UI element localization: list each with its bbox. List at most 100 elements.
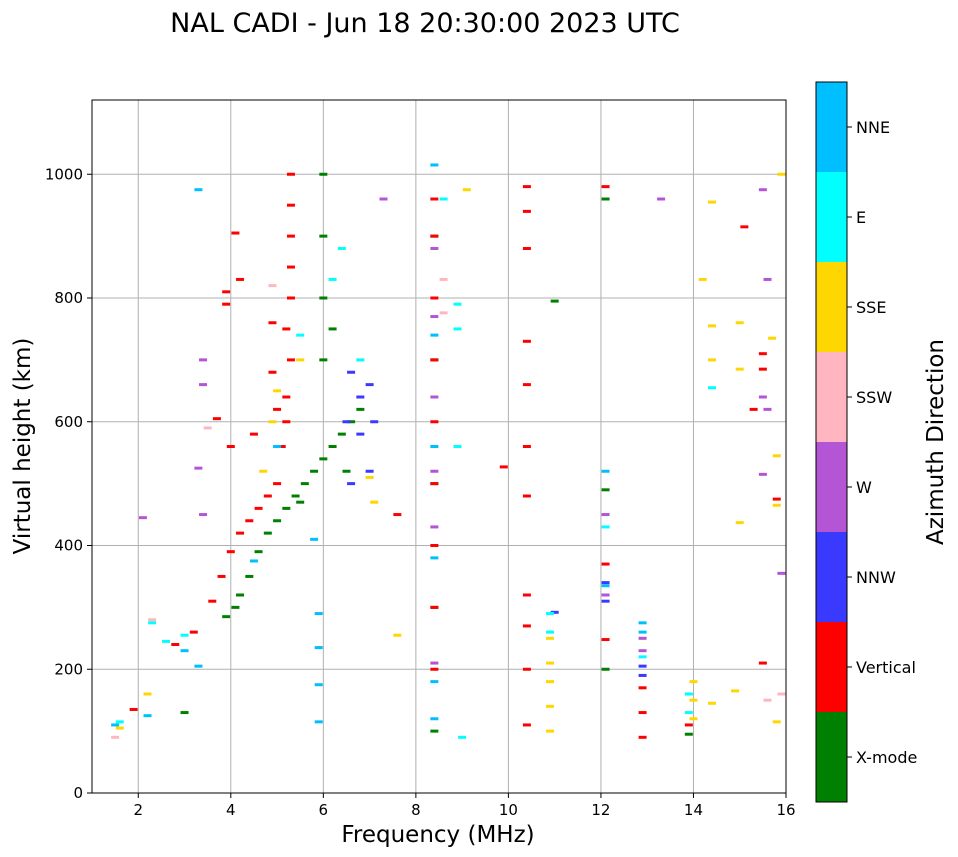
echo-mark	[222, 615, 231, 619]
echo-mark	[273, 445, 282, 448]
colorbar-tick-label: X-mode	[856, 748, 917, 767]
echo-mark	[212, 417, 221, 421]
echo-mark	[249, 559, 258, 563]
echo-mark	[347, 420, 356, 424]
echo-mark	[222, 290, 231, 294]
echo-mark	[245, 519, 254, 523]
x-tick-label: 2	[133, 801, 143, 819]
echo-mark	[689, 680, 698, 684]
echo-mark	[263, 531, 272, 535]
colorbar: X-mode Vertical NNW W SSW SSE E NNE	[815, 81, 917, 803]
echo-mark	[522, 593, 531, 597]
colorbar-tick-label: SSW	[856, 388, 892, 407]
echo-mark	[546, 704, 555, 708]
echo-mark	[273, 519, 282, 523]
echo-mark	[254, 506, 263, 510]
echo-mark	[115, 726, 124, 730]
echo-mark	[707, 200, 716, 204]
echo-mark	[245, 574, 254, 578]
y-tick-label: 1000	[45, 165, 83, 183]
y-tick-label: 600	[54, 413, 83, 431]
echo-mark	[458, 735, 467, 739]
plot-frame	[91, 99, 787, 794]
echo-mark	[430, 469, 439, 473]
axis-ticks: 2 4 6 8 10 12 14 16 0 200 400 600 800 1000	[45, 165, 796, 819]
grid-lines	[92, 100, 787, 794]
echo-mark	[222, 302, 231, 306]
echo-mark	[698, 277, 707, 281]
echo-mark	[453, 445, 462, 448]
echo-mark	[499, 465, 508, 469]
echo-mark	[296, 358, 305, 362]
echo-mark	[356, 395, 365, 399]
echo-mark	[370, 500, 379, 504]
echo-mark	[638, 630, 647, 634]
echo-mark	[194, 188, 203, 192]
echo-mark	[180, 649, 189, 653]
echo-mark	[254, 550, 263, 554]
echo-mark	[772, 503, 781, 507]
echo-mark	[601, 599, 610, 603]
echo-mark	[638, 621, 647, 625]
chart-title: NAL CADI - Jun 18 20:30:00 2023 UTC	[170, 8, 680, 39]
echo-mark	[689, 698, 698, 702]
echo-mark	[740, 225, 749, 229]
colorbar-segment	[816, 172, 847, 262]
echo-mark	[319, 172, 328, 176]
echo-mark	[430, 296, 439, 300]
echo-mark	[268, 370, 277, 374]
echo-mark	[763, 277, 772, 281]
echo-mark	[273, 482, 282, 486]
echo-mark	[707, 386, 716, 390]
echo-mark	[199, 383, 208, 387]
x-tick-label: 14	[684, 801, 703, 819]
y-tick-label: 400	[54, 537, 83, 555]
echo-mark	[638, 735, 647, 739]
echo-mark	[199, 513, 208, 517]
colorbar-tick-label: E	[856, 208, 866, 227]
echo-mark	[273, 389, 282, 393]
echo-mark	[314, 612, 323, 616]
echo-mark	[768, 336, 777, 340]
echo-mark	[453, 327, 462, 331]
echo-mark	[342, 420, 351, 424]
echo-mark	[314, 683, 323, 687]
echo-mark	[735, 521, 744, 525]
echo-mark	[763, 698, 772, 702]
echo-mark	[291, 494, 300, 498]
echo-mark	[282, 327, 291, 331]
echo-mark	[208, 599, 217, 603]
echo-mark	[171, 643, 180, 646]
echo-mark	[259, 469, 268, 473]
echo-mark	[546, 729, 555, 733]
echo-mark	[268, 284, 277, 288]
echo-mark	[601, 513, 610, 517]
x-axis-label: Frequency (MHz)	[341, 822, 534, 848]
echo-mark	[236, 531, 245, 535]
x-tick-label: 10	[499, 801, 518, 819]
echo-mark	[111, 723, 120, 727]
echo-mark	[286, 234, 295, 238]
echo-mark	[231, 605, 240, 609]
echo-mark	[226, 550, 235, 554]
echo-mark	[138, 516, 147, 520]
colorbar-tick-label: NNE	[856, 118, 890, 137]
data-marks	[111, 163, 786, 739]
echo-mark	[430, 717, 439, 721]
echo-mark	[328, 277, 337, 281]
echo-mark	[430, 395, 439, 399]
echo-mark	[601, 584, 610, 588]
colorbar-segment	[816, 622, 847, 712]
echo-mark	[296, 500, 305, 504]
echo-mark	[638, 673, 647, 677]
echo-mark	[189, 630, 198, 634]
echo-mark	[430, 247, 439, 250]
echo-mark	[180, 711, 189, 715]
echo-mark	[684, 732, 693, 736]
echo-mark	[689, 717, 698, 721]
echo-mark	[684, 711, 693, 715]
echo-mark	[379, 197, 388, 201]
echo-mark	[143, 714, 152, 718]
echo-mark	[310, 537, 319, 541]
